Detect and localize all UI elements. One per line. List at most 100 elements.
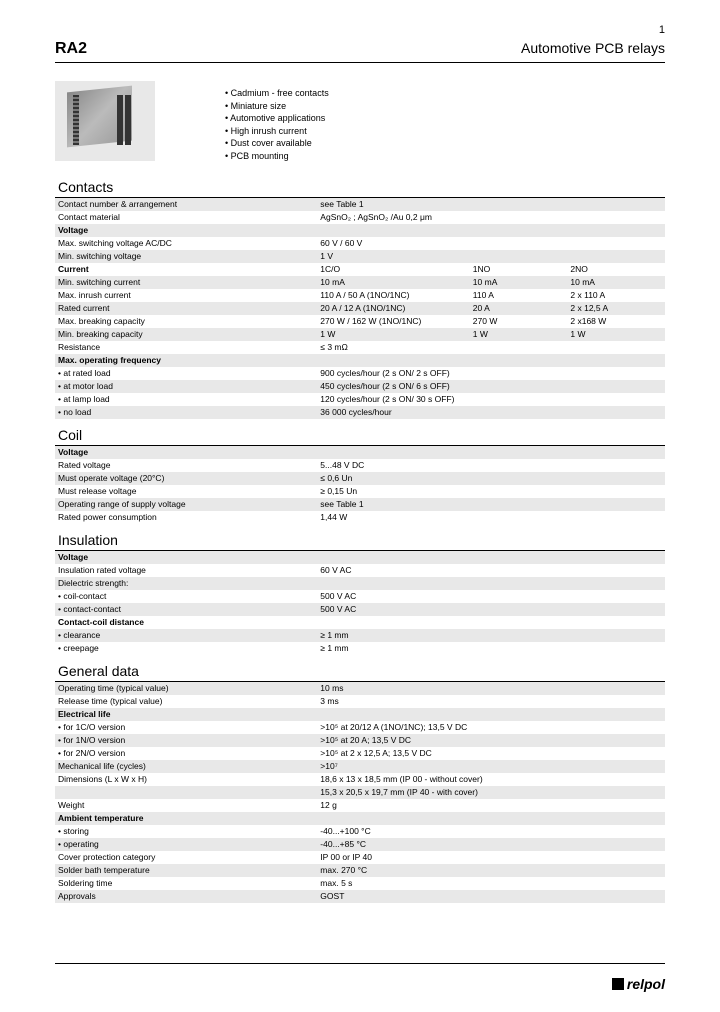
hero-row: Cadmium - free contacts Miniature size A… [55, 81, 665, 163]
section-general: General data [55, 661, 665, 682]
row-value: 20 A [470, 302, 568, 315]
row-value: 3 ms [317, 695, 665, 708]
row-value: 1NO [470, 263, 568, 276]
row-label: Release time (typical value) [55, 695, 317, 708]
row-label: Solder bath temperature [55, 864, 317, 877]
row-label: • at rated load [55, 367, 317, 380]
row-value: 270 W [470, 315, 568, 328]
row-label: Voltage [55, 446, 317, 459]
row-label: Max. operating frequency [55, 354, 317, 367]
row-label: • no load [55, 406, 317, 419]
logo-icon [612, 978, 624, 990]
row-value: -40...+85 °C [317, 838, 665, 851]
row-label: Min. breaking capacity [55, 328, 317, 341]
row-label: • at lamp load [55, 393, 317, 406]
row-value: 1 W [470, 328, 568, 341]
row-label [55, 786, 317, 799]
row-value: 10 mA [317, 276, 470, 289]
row-value: ≥ 1 mm [317, 629, 665, 642]
row-value: see Table 1 [317, 198, 665, 211]
row-label: Soldering time [55, 877, 317, 890]
feature-item: Dust cover available [225, 137, 329, 150]
row-label: Rated current [55, 302, 317, 315]
row-label: Electrical life [55, 708, 317, 721]
row-label: • for 1N/O version [55, 734, 317, 747]
row-value: 10 mA [567, 276, 665, 289]
row-label: • storing [55, 825, 317, 838]
row-label: Must release voltage [55, 485, 317, 498]
product-code: RA2 [55, 40, 87, 58]
product-image [55, 81, 155, 161]
row-value: 500 V AC [317, 590, 665, 603]
row-value: 20 A / 12 A (1NO/1NC) [317, 302, 470, 315]
feature-item: Cadmium - free contacts [225, 87, 329, 100]
row-value: 120 cycles/hour (2 s ON/ 30 s OFF) [317, 393, 665, 406]
row-label: Contact-coil distance [55, 616, 317, 629]
row-value: 60 V AC [317, 564, 665, 577]
feature-item: Miniature size [225, 100, 329, 113]
row-label: • for 2N/O version [55, 747, 317, 760]
row-value: ≤ 3 mΩ [317, 341, 665, 354]
row-label: • for 1C/O version [55, 721, 317, 734]
row-label: Resistance [55, 341, 317, 354]
row-value: -40...+100 °C [317, 825, 665, 838]
row-label: Min. switching current [55, 276, 317, 289]
row-label: Must operate voltage (20°C) [55, 472, 317, 485]
row-label: Max. breaking capacity [55, 315, 317, 328]
row-value: 450 cycles/hour (2 s ON/ 6 s OFF) [317, 380, 665, 393]
row-label: Max. inrush current [55, 289, 317, 302]
row-value: 1 W [567, 328, 665, 341]
row-label: Cover protection category [55, 851, 317, 864]
row-value: IP 00 or IP 40 [317, 851, 665, 864]
row-label: • coil-contact [55, 590, 317, 603]
row-label: Min. switching voltage [55, 250, 317, 263]
feature-item: PCB mounting [225, 150, 329, 163]
section-contacts: Contacts [55, 177, 665, 198]
row-label: • operating [55, 838, 317, 851]
feature-item: High inrush current [225, 125, 329, 138]
row-label: Weight [55, 799, 317, 812]
row-value: >10⁵ at 2 x 12,5 A; 13,5 V DC [317, 747, 665, 760]
row-value: 1 W [317, 328, 470, 341]
row-label: • creepage [55, 642, 317, 655]
row-label: Ambient temperature [55, 812, 317, 825]
section-coil: Coil [55, 425, 665, 446]
row-label: • at motor load [55, 380, 317, 393]
row-label: Dimensions (L x W x H) [55, 773, 317, 786]
row-value: 1 V [317, 250, 665, 263]
row-value: 1C/O [317, 263, 470, 276]
insulation-table: Voltage Insulation rated voltage60 V AC … [55, 551, 665, 655]
row-label: Max. switching voltage AC/DC [55, 237, 317, 250]
row-value: GOST [317, 890, 665, 903]
footer-rule [55, 963, 665, 964]
row-value: see Table 1 [317, 498, 665, 511]
row-label: Current [55, 263, 317, 276]
row-value: ≤ 0,6 Un [317, 472, 665, 485]
row-label: Contact number & arrangement [55, 198, 317, 211]
row-value: 2 x 110 A [567, 289, 665, 302]
header: RA2 Automotive PCB relays 1 [55, 40, 665, 63]
row-label: Voltage [55, 224, 317, 237]
row-label: Operating range of supply voltage [55, 498, 317, 511]
row-label: • contact-contact [55, 603, 317, 616]
coil-table: Voltage Rated voltage5...48 V DC Must op… [55, 446, 665, 524]
section-insulation: Insulation [55, 530, 665, 551]
page-title: Automotive PCB relays [521, 40, 665, 56]
row-label: Rated power consumption [55, 511, 317, 524]
row-label: Insulation rated voltage [55, 564, 317, 577]
row-value: max. 270 °C [317, 864, 665, 877]
row-label: • clearance [55, 629, 317, 642]
row-value: 110 A / 50 A (1NO/1NC) [317, 289, 470, 302]
contacts-table: Contact number & arrangementsee Table 1 … [55, 198, 665, 419]
row-value: 500 V AC [317, 603, 665, 616]
row-label: Mechanical life (cycles) [55, 760, 317, 773]
row-value: 2 x168 W [567, 315, 665, 328]
row-value: >10⁵ at 20 A; 13,5 V DC [317, 734, 665, 747]
row-value: 5...48 V DC [317, 459, 665, 472]
row-label: Voltage [55, 551, 317, 564]
row-value: 2 x 12,5 A [567, 302, 665, 315]
feature-item: Automotive applications [225, 112, 329, 125]
row-value: 60 V / 60 V [317, 237, 665, 250]
row-value: 18,6 x 13 x 18,5 mm (IP 00 - without cov… [317, 773, 665, 786]
row-label: Approvals [55, 890, 317, 903]
